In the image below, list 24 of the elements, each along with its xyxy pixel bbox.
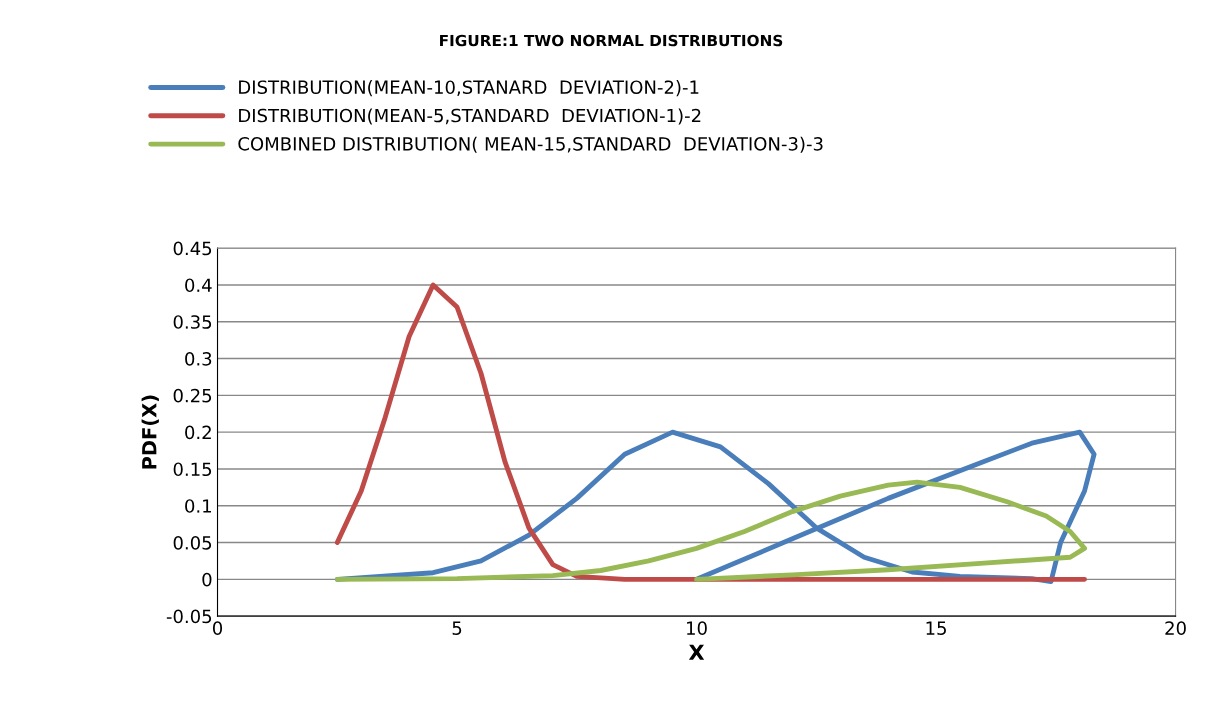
x-tick-label: 15	[926, 621, 946, 635]
x-axis-title: X	[688, 644, 705, 660]
y-tick-label: 0.1	[185, 499, 211, 513]
y-tick-label: 0.3	[185, 352, 212, 366]
x-tick-label: 0	[212, 621, 223, 635]
y-axis-title: PDF(X)	[141, 395, 159, 469]
legend-label: COMBINED DISTRIBUTION( MEAN-15,STANDARD DEVIATION-3)-3	[238, 136, 823, 153]
y-tick-label: 0.15	[173, 462, 212, 477]
y-tick-label: 0	[202, 572, 212, 587]
x-tick-label: 5	[452, 621, 462, 635]
y-tick-label: 0.05	[173, 535, 212, 550]
legend-label: DISTRIBUTION(MEAN-10,STANARD DEVIATION-2)-1	[239, 80, 699, 97]
line-series	[334, 479, 1087, 582]
y-tick-label: 0.35	[173, 315, 212, 329]
y-tick-label: 0.2	[185, 425, 211, 440]
y-tick-label: -0.05	[166, 609, 212, 624]
chart-title: FIGURE:1 TWO NORMAL DISTRIBUTIONS	[440, 34, 783, 47]
y-tick-label: 0.25	[173, 388, 212, 403]
x-tick-label: 10	[687, 621, 707, 635]
x-tick-label: 20	[1165, 621, 1186, 635]
line-series	[334, 282, 1087, 582]
y-tick-label: 0.4	[185, 278, 212, 293]
legend-label: DISTRIBUTION(MEAN-5,STANDARD DEVIATION-1)-2	[239, 108, 701, 125]
y-tick-label: 0.45	[173, 241, 212, 256]
